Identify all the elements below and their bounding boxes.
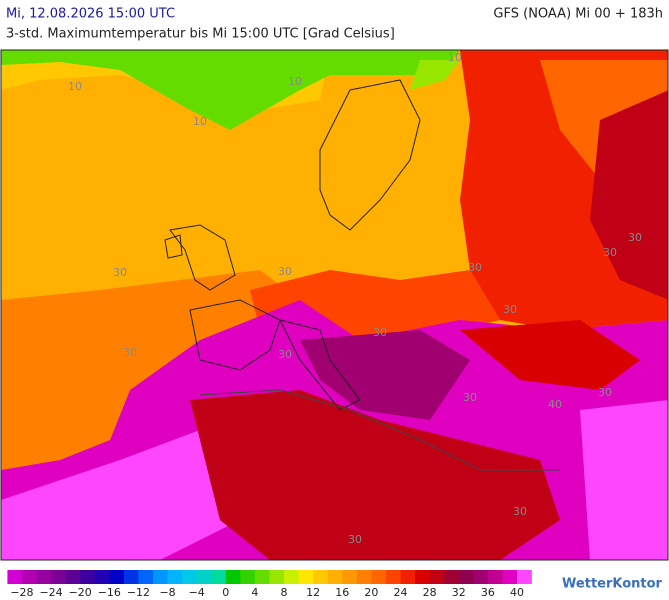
legend-swatch bbox=[473, 570, 489, 584]
contour-label: 10 bbox=[68, 80, 82, 93]
legend-swatch bbox=[167, 570, 183, 584]
legend-swatch bbox=[211, 570, 227, 584]
legend-swatch bbox=[298, 570, 314, 584]
legend-swatch bbox=[371, 570, 387, 584]
legend-swatch bbox=[400, 570, 416, 584]
legend-swatch bbox=[487, 570, 503, 584]
legend-swatch bbox=[284, 570, 299, 584]
legend-swatch bbox=[51, 570, 66, 584]
legend-tick-label: 12 bbox=[306, 586, 320, 599]
legend-swatch bbox=[415, 570, 430, 584]
legend-swatch bbox=[225, 570, 241, 584]
legend-swatch bbox=[21, 570, 37, 584]
map: 10 10 10 10 30 30 30 30 30 30 30 30 30 30 30 30 30 40 bbox=[0, 49, 669, 561]
legend-swatch bbox=[7, 570, 23, 584]
legend-tick-label: 16 bbox=[335, 586, 349, 599]
contour-label: 30 bbox=[598, 386, 612, 399]
legend-swatch bbox=[123, 570, 139, 584]
legend-swatch bbox=[429, 570, 445, 584]
contour-label: 30 bbox=[468, 261, 482, 274]
legend-swatch bbox=[502, 570, 518, 584]
legend-swatch bbox=[342, 570, 358, 584]
legend-tick-label: 20 bbox=[364, 586, 378, 599]
contour-label: 10 bbox=[448, 51, 462, 64]
contour-label: 40 bbox=[548, 398, 562, 411]
contour-label: 30 bbox=[278, 265, 292, 278]
contour-label: 10 bbox=[288, 75, 302, 88]
legend-swatch bbox=[517, 570, 532, 584]
color-legend: −28 −24 −20 −16 −12 −8 −4 0 4 8 12 16 20 24 28 32 36 40 bbox=[7, 570, 532, 599]
subtitle: 3-std. Maximumtemperatur bis Mi 15:00 UT… bbox=[6, 27, 395, 42]
legend-swatch bbox=[65, 570, 81, 584]
legend-tick-label: −24 bbox=[39, 586, 62, 599]
datetime: Mi, 12.08.2026 15:00 UTC bbox=[6, 7, 175, 22]
legend-tick-label: −8 bbox=[159, 586, 175, 599]
legend-swatch bbox=[327, 570, 343, 584]
legend-tick-label: −16 bbox=[98, 586, 121, 599]
legend-tick-label: 0 bbox=[222, 586, 229, 599]
legend-tick-label: 28 bbox=[423, 586, 437, 599]
legend-swatch bbox=[254, 570, 270, 584]
legend-tick-label: 8 bbox=[281, 586, 288, 599]
contour-label: 30 bbox=[463, 391, 477, 404]
contour-label: 30 bbox=[373, 326, 387, 339]
legend-swatch bbox=[196, 570, 212, 584]
legend-tick-label: −20 bbox=[69, 586, 92, 599]
legend-swatch bbox=[444, 570, 460, 584]
legend-swatch bbox=[313, 570, 329, 584]
contour-label: 10 bbox=[193, 115, 207, 128]
contour-label: 30 bbox=[628, 231, 642, 244]
legend-tick-label: −28 bbox=[10, 586, 33, 599]
contour-label: 30 bbox=[503, 303, 517, 316]
logo: WetterKontor bbox=[562, 577, 663, 592]
legend-tick-label: 32 bbox=[452, 586, 466, 599]
legend-swatch bbox=[356, 570, 372, 584]
legend-swatch bbox=[240, 570, 256, 584]
contour-label: 30 bbox=[278, 348, 292, 361]
contour-label: 30 bbox=[603, 246, 617, 259]
legend-tick-label: 4 bbox=[251, 586, 258, 599]
contour-label: 30 bbox=[513, 505, 527, 518]
legend-tick-label: 24 bbox=[394, 586, 408, 599]
legend-swatch bbox=[153, 570, 168, 584]
legend-swatch bbox=[458, 570, 474, 584]
legend-swatch bbox=[385, 570, 401, 584]
legend-swatch bbox=[109, 570, 125, 584]
contour-label: 30 bbox=[113, 266, 127, 279]
legend-tick-label: −4 bbox=[189, 586, 205, 599]
legend-swatch bbox=[138, 570, 154, 584]
legend-tick-label: −12 bbox=[127, 586, 150, 599]
legend-swatch bbox=[269, 570, 285, 584]
legend-swatch bbox=[94, 570, 110, 584]
legend-tick-label: 40 bbox=[510, 586, 524, 599]
contour-label: 30 bbox=[348, 533, 362, 546]
model: GFS (NOAA) Mi 00 + 183h bbox=[493, 7, 663, 22]
legend-swatch bbox=[182, 570, 197, 584]
legend-tick-label: 36 bbox=[481, 586, 495, 599]
contour-label: 30 bbox=[123, 346, 137, 359]
legend-swatch bbox=[80, 570, 96, 584]
legend-swatch bbox=[36, 570, 52, 584]
